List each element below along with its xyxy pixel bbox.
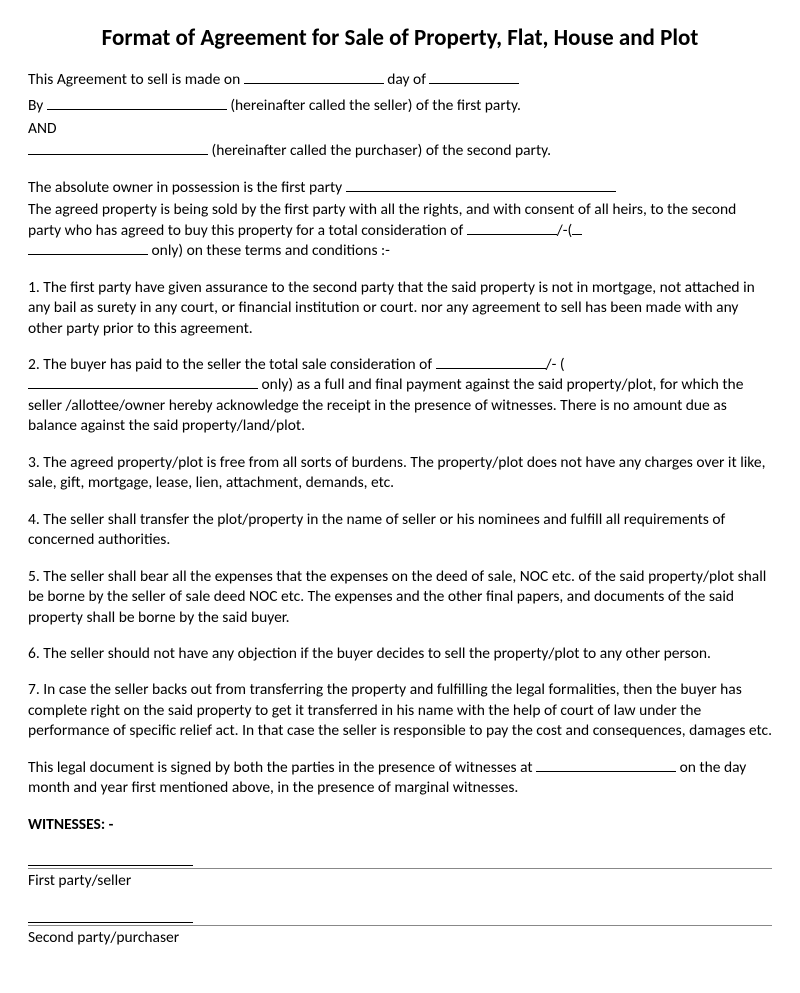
clause-7: 7. In case the seller backs out from tra… xyxy=(28,680,772,741)
blank-month[interactable] xyxy=(429,70,519,84)
blank-amount-words[interactable] xyxy=(28,241,148,255)
intro-line-1: This Agreement to sell is made on day of xyxy=(28,70,772,90)
clause-6: 6. The seller should not have any object… xyxy=(28,644,772,664)
blank-owner[interactable] xyxy=(346,178,616,192)
closing-text: This legal document is signed by both th… xyxy=(28,758,772,799)
clause-2-text: 2. The buyer has paid to the seller the … xyxy=(28,355,772,437)
blank-paid-words[interactable] xyxy=(28,376,258,390)
clause-3-text: 3. The agreed property/plot is free from… xyxy=(28,453,772,494)
clause-5: 5. The seller shall bear all the expense… xyxy=(28,567,772,628)
signature-label-seller: First party/seller xyxy=(28,871,772,891)
intro-section: This Agreement to sell is made on day of… xyxy=(28,70,772,162)
blank-amount[interactable] xyxy=(467,221,557,235)
document-title: Format of Agreement for Sale of Property… xyxy=(28,24,772,52)
clause-5-text: 5. The seller shall bear all the expense… xyxy=(28,567,772,628)
owner-line-1: The absolute owner in possession is the … xyxy=(28,178,772,198)
clause-2: 2. The buyer has paid to the seller the … xyxy=(28,355,772,437)
intro-line-2: By (hereinafter called the seller) of th… xyxy=(28,96,772,116)
intro-text-4: (hereinafter called the purchaser) of th… xyxy=(208,141,551,160)
closing-section: This legal document is signed by both th… xyxy=(28,758,772,799)
clause-6-text: 6. The seller should not have any object… xyxy=(28,644,772,664)
clause-2a: 2. The buyer has paid to the seller the … xyxy=(28,355,436,374)
clause-1: 1. The first party have given assurance … xyxy=(28,278,772,339)
blank-date[interactable] xyxy=(244,70,384,84)
owner-text-2c: only) on these terms and conditions :- xyxy=(148,241,390,260)
owner-text-1: The absolute owner in possession is the … xyxy=(28,178,346,197)
intro-text-2a: By xyxy=(28,96,47,115)
blank-place[interactable] xyxy=(536,758,676,772)
owner-line-2: The agreed property is being sold by the… xyxy=(28,200,772,261)
intro-text-2b: (hereinafter called the seller) of the f… xyxy=(227,96,521,115)
clause-3: 3. The agreed property/plot is free from… xyxy=(28,453,772,494)
blank-amount-paren[interactable] xyxy=(572,221,582,235)
signature-label-purchaser: Second party/purchaser xyxy=(28,928,772,948)
document-page: Format of Agreement for Sale of Property… xyxy=(0,0,800,972)
signature-line-purchaser[interactable] xyxy=(28,922,193,923)
clause-2b: /- ( xyxy=(546,355,565,374)
signature-line-seller[interactable] xyxy=(28,865,193,866)
blank-paid-amount[interactable] xyxy=(436,355,546,369)
witnesses-label: WITNESSES: - xyxy=(28,815,772,835)
intro-line-4: (hereinafter called the purchaser) of th… xyxy=(28,141,772,161)
blank-purchaser[interactable] xyxy=(28,141,208,155)
blank-seller[interactable] xyxy=(47,97,227,111)
intro-text-1b: day of xyxy=(387,70,429,89)
clause-4: 4. The seller shall transfer the plot/pr… xyxy=(28,510,772,551)
intro-line-3: AND xyxy=(28,119,772,139)
closing-a: This legal document is signed by both th… xyxy=(28,758,536,777)
intro-text-1a: This Agreement to sell is made on xyxy=(28,70,244,89)
owner-text-2b: /-( xyxy=(557,221,572,240)
clause-7-text: 7. In case the seller backs out from tra… xyxy=(28,680,772,741)
clause-1-text: 1. The first party have given assurance … xyxy=(28,278,772,339)
clause-4-text: 4. The seller shall transfer the plot/pr… xyxy=(28,510,772,551)
owner-text-2a: The agreed property is being sold by the… xyxy=(28,200,736,239)
owner-section: The absolute owner in possession is the … xyxy=(28,178,772,262)
